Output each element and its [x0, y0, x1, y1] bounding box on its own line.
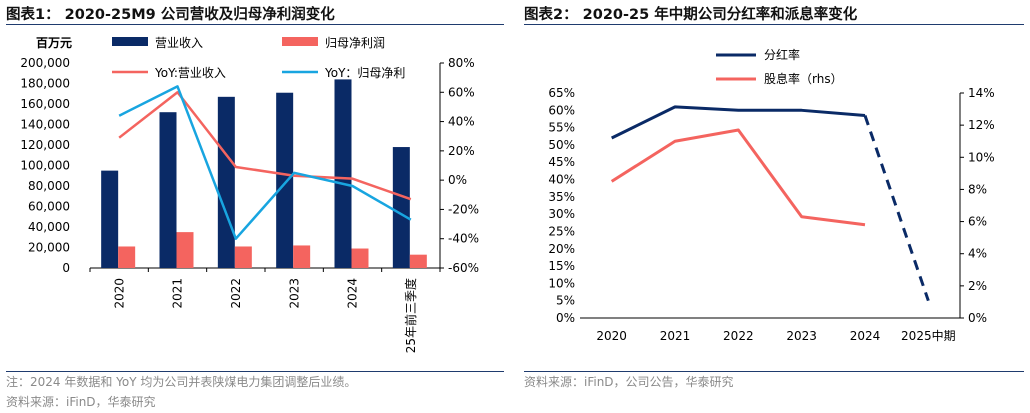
left-y-tick-label: 120,000: [20, 138, 70, 152]
legend-label: 营业收入: [155, 36, 203, 50]
right-y-tick-label: 14%: [968, 86, 995, 100]
x-category-label: 2024: [346, 278, 360, 309]
bar-revenue: [159, 112, 177, 268]
bar-net-profit: [351, 248, 369, 268]
bar-revenue: [392, 147, 410, 268]
left-title-rule: [6, 24, 504, 25]
right-y-tick-label: 0%: [968, 311, 987, 325]
right-y-tick-label: 20%: [448, 144, 475, 158]
bar-net-profit: [409, 254, 427, 268]
bar-revenue: [101, 170, 119, 268]
legend-label: 归母净利润: [325, 36, 385, 50]
left-chart: 百万元 0 20,000 40,000 60,000 80,000 100,000 120,0…: [20, 36, 479, 353]
right-y-tick-label: 80%: [448, 56, 475, 70]
legend-swatch: [112, 37, 148, 46]
line-yoy-revenue: [118, 91, 412, 201]
line-yoy-net-profit: [118, 85, 412, 240]
right-y-tick-label: 4%: [968, 247, 987, 261]
bar-net-profit: [118, 246, 136, 268]
left-y-tick-label: 45%: [548, 155, 575, 169]
left-y-tick-label: 55%: [548, 121, 575, 135]
right-y-tick-label: 8%: [968, 182, 987, 196]
x-category-label: 2024: [850, 329, 881, 343]
x-category-label: 2023: [786, 329, 817, 343]
left-y-tick-label: 5%: [556, 294, 575, 308]
line-payout-ratio-dashed: [863, 115, 930, 302]
x-category-label: 2020: [112, 278, 126, 309]
left-source: 资料来源：iFinD，华泰研究: [6, 395, 156, 409]
legend-label: YoY:营业收入: [154, 66, 226, 80]
right-y-tick-label: 6%: [968, 215, 987, 229]
right-y-tick-label: -60%: [448, 261, 479, 275]
bar-revenue: [217, 96, 235, 268]
right-y-tick-label: 2%: [968, 279, 987, 293]
x-category-label: 2021: [660, 329, 691, 343]
x-category-label: 2020: [596, 329, 627, 343]
legend-swatch: [282, 37, 318, 46]
left-y-tick-label: 20%: [548, 242, 575, 256]
left-y-tick-label: 80,000: [28, 179, 70, 193]
right-chart: 0% 5% 10% 15% 20% 25% 30% 35% 40% 45% 50% 55% 60% 65%…: [548, 47, 995, 343]
left-y-tick-label: 15%: [548, 259, 575, 273]
bar-net-profit: [234, 246, 252, 268]
left-y-tick-label: 200,000: [20, 56, 70, 70]
legend-label: 股息率（rhs）: [764, 71, 843, 86]
left-foot-rule: [6, 371, 504, 372]
left-y-tick-label: 50%: [548, 138, 575, 152]
x-category-label: 2022: [723, 329, 754, 343]
left-y-tick-label: 40%: [548, 173, 575, 187]
left-y-tick-label: 65%: [548, 86, 575, 100]
right-foot-rule: [524, 371, 1024, 372]
legend-label: 分红率: [764, 47, 800, 62]
left-y-tick-label: 100,000: [20, 159, 70, 173]
right-y-tick-label: -40%: [448, 232, 479, 246]
x-category-label: 25年前三季度: [403, 278, 418, 353]
left-y-tick-label: 180,000: [20, 77, 70, 91]
left-y-tick-label: 60,000: [28, 200, 70, 214]
right-y-tick-label: 0%: [448, 173, 467, 187]
left-y-tick-label: 20,000: [28, 241, 70, 255]
bar-net-profit: [293, 245, 311, 268]
right-figure-title: 图表2： 2020-25 年中期公司分红率和派息率变化: [524, 7, 858, 23]
line-payout-ratio: [611, 105, 866, 140]
bar-revenue: [334, 79, 352, 269]
bar-net-profit: [176, 232, 194, 268]
left-y-tick-label: 160,000: [20, 97, 70, 111]
right-y-tick-label: 12%: [968, 118, 995, 132]
right-y-tick-label: 60%: [448, 85, 475, 99]
left-y-tick-label: 40,000: [28, 220, 70, 234]
bar-revenue: [276, 92, 294, 268]
right-y-tick-label: 10%: [968, 150, 995, 164]
left-y-tick-label: 25%: [548, 224, 575, 238]
left-y-tick-label: 0: [62, 261, 70, 275]
x-category-label: 2023: [287, 278, 301, 309]
right-title-rule: [524, 24, 1024, 25]
x-category-label: 2025中期: [901, 328, 956, 343]
right-source: 资料来源：iFinD，公司公告，华泰研究: [524, 375, 734, 389]
left-figure-title: 图表1： 2020-25M9 公司营收及归母净利润变化: [6, 7, 335, 23]
legend-label: YoY：归母净利: [324, 66, 405, 80]
right-y-tick-label: 40%: [448, 115, 475, 129]
x-category-label: 2022: [229, 278, 243, 309]
left-y-tick-label: 30%: [548, 207, 575, 221]
left-note: 注：2024 年数据和 YoY 均为公司并表陕煤电力集团调整后业绩。: [6, 375, 357, 389]
x-category-label: 2021: [171, 278, 185, 309]
line-dividend-yield: [610, 128, 866, 227]
left-y-tick-label: 10%: [548, 276, 575, 290]
left-y-tick-label: 140,000: [20, 118, 70, 132]
left-unit-label: 百万元: [36, 36, 72, 50]
left-y-tick-label: 0%: [556, 311, 575, 325]
left-y-tick-label: 60%: [548, 103, 575, 117]
right-y-tick-label: -20%: [448, 202, 479, 216]
left-y-tick-label: 35%: [548, 190, 575, 204]
